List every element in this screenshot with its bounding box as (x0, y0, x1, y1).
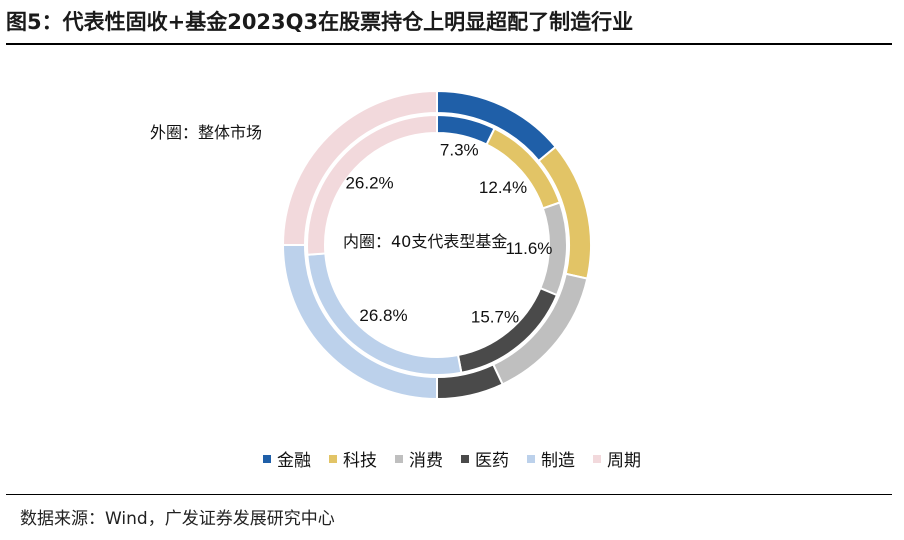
legend-label: 医药 (475, 451, 509, 471)
data-label-6: 26.2% (345, 173, 393, 192)
outer-ring (281, 89, 592, 401)
inner-slice-6 (306, 113, 438, 256)
legend-item: 科技 (329, 446, 377, 471)
outer-slice-6 (281, 89, 438, 246)
data-label-4: 15.7% (471, 307, 519, 326)
legend-swatch (461, 454, 469, 463)
legend-label: 科技 (343, 451, 377, 471)
legend-item: 金融 (263, 446, 311, 471)
source-rule (6, 494, 892, 495)
data-label-3: 11.6% (505, 239, 552, 258)
legend-swatch (263, 454, 271, 463)
title-rule (6, 43, 892, 45)
legend-label: 消费 (409, 451, 443, 471)
legend-label: 制造 (541, 451, 575, 471)
legend-swatch (329, 454, 337, 463)
legend-item: 医药 (461, 446, 509, 471)
legend-item: 制造 (527, 446, 575, 471)
legend-label: 金融 (277, 451, 311, 471)
legend-swatch (395, 454, 403, 463)
legend-item: 周期 (593, 446, 641, 471)
inner-ring (306, 113, 568, 376)
data-label-2: 12.4% (479, 178, 527, 197)
legend-label: 周期 (607, 451, 641, 471)
legend-swatch (527, 454, 535, 463)
outer-ring-label: 外圈：整体市场 (150, 123, 262, 142)
legend: 金融 科技 消费 医药 制造 周期 (0, 446, 904, 471)
data-label-1: 7.3% (440, 141, 479, 160)
slice-labels: 7.3%12.4% 11.6% 15.7% 26.8% 26.2% (345, 141, 552, 327)
legend-item: 消费 (395, 446, 443, 471)
figure-title: 图5：代表性固收+基金2023Q3在股票持仓上明显超配了制造行业 (6, 10, 634, 34)
data-label-5: 26.8% (359, 306, 407, 325)
source-note: 数据来源：Wind，广发证券发展研究中心 (20, 509, 335, 529)
legend-swatch (593, 454, 601, 463)
inner-ring-label: 内圈：40支代表型基金 (343, 232, 507, 251)
